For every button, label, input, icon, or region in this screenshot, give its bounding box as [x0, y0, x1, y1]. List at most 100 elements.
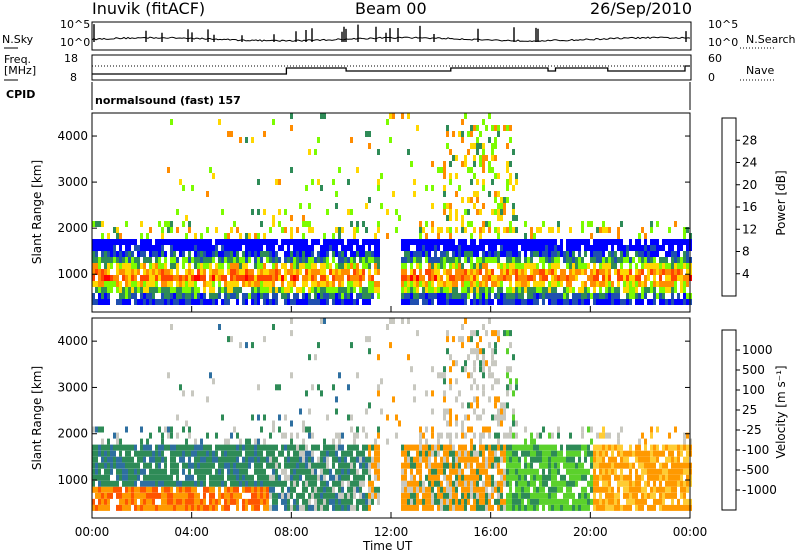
power-cell — [461, 245, 464, 251]
velocity-cell — [272, 450, 275, 457]
velocity-cell — [317, 486, 320, 493]
velocity-cell — [260, 450, 263, 457]
power-cell — [479, 155, 482, 161]
power-cell — [626, 251, 629, 257]
power-cell — [368, 281, 371, 287]
power-cell — [212, 293, 215, 299]
power-cell — [668, 227, 671, 233]
velocity-cell — [95, 504, 98, 511]
velocity-cell — [551, 468, 554, 475]
power-cell — [500, 209, 503, 215]
power-cell — [512, 185, 515, 191]
power-cell — [542, 251, 545, 257]
power-cell — [575, 257, 578, 263]
velocity-cell — [98, 462, 101, 469]
velocity-cell — [242, 486, 245, 493]
velocity-cell — [449, 414, 452, 421]
power-cell — [569, 251, 572, 257]
velocity-cell — [476, 330, 479, 337]
power-cell — [449, 275, 452, 281]
velocity-cell — [149, 450, 152, 457]
power-cell — [563, 269, 566, 275]
velocity-cell — [245, 480, 248, 487]
power-cell — [545, 269, 548, 275]
power-cell — [437, 239, 440, 245]
velocity-cell — [299, 444, 302, 451]
velocity-cell — [578, 456, 581, 463]
power-cell — [95, 269, 98, 275]
velocity-cell — [680, 480, 683, 487]
velocity-cell — [101, 444, 104, 451]
power-cell — [590, 269, 593, 275]
power-cell — [524, 269, 527, 275]
velocity-cell — [164, 504, 167, 511]
velocity-cell — [476, 348, 479, 355]
velocity-cell — [293, 486, 296, 493]
velocity-cell — [527, 480, 530, 487]
power-cell — [461, 131, 464, 137]
velocity-cell — [98, 450, 101, 457]
power-cell — [260, 251, 263, 257]
power-cell — [317, 251, 320, 257]
power-cell — [158, 299, 161, 305]
velocity-cell — [401, 492, 404, 499]
power-cell — [182, 245, 185, 251]
velocity-cell — [479, 336, 482, 343]
power-cell — [161, 269, 164, 275]
velocity-cell — [335, 456, 338, 463]
velocity-cell — [542, 480, 545, 487]
velocity-cell — [467, 414, 470, 421]
power-cell — [356, 299, 359, 305]
power-cell — [155, 239, 158, 245]
power-cell — [671, 293, 674, 299]
power-cell — [335, 263, 338, 269]
velocity-cell — [275, 462, 278, 469]
power-cell — [572, 257, 575, 263]
power-cell — [344, 269, 347, 275]
velocity-cell — [512, 468, 515, 475]
velocity-cell — [119, 438, 122, 445]
velocity-cell — [587, 498, 590, 505]
power-cell — [404, 299, 407, 305]
velocity-cell — [638, 480, 641, 487]
power-cell — [344, 245, 347, 251]
velocity-cell — [542, 504, 545, 511]
velocity-colorbar-tick-label: -500 — [742, 463, 769, 477]
power-cell — [440, 167, 443, 173]
power-cell — [194, 275, 197, 281]
velocity-cell — [125, 456, 128, 463]
power-cell — [437, 275, 440, 281]
power-cell — [509, 239, 512, 245]
power-cell — [419, 251, 422, 257]
power-cell — [152, 251, 155, 257]
power-cell — [515, 245, 518, 251]
velocity-cell — [290, 486, 293, 493]
power-cell — [320, 251, 323, 257]
power-cell — [92, 269, 95, 275]
velocity-cell — [116, 504, 119, 511]
velocity-cell — [482, 354, 485, 361]
power-cell — [149, 269, 152, 275]
power-cell — [515, 281, 518, 287]
velocity-cell — [311, 480, 314, 487]
velocity-cell — [494, 462, 497, 469]
velocity-cell — [443, 504, 446, 511]
velocity-cell — [509, 378, 512, 385]
power-cell — [518, 293, 521, 299]
power-cell — [362, 221, 365, 227]
velocity-cell — [440, 456, 443, 463]
power-cell — [506, 287, 509, 293]
power-cell — [467, 281, 470, 287]
velocity-cell — [656, 498, 659, 505]
velocity-cell — [680, 444, 683, 451]
power-cell — [557, 281, 560, 287]
power-cell — [362, 239, 365, 245]
power-cell — [194, 263, 197, 269]
power-cell — [341, 281, 344, 287]
power-cell — [488, 257, 491, 263]
power-cell — [356, 239, 359, 245]
power-cell — [449, 287, 452, 293]
power-cell — [668, 239, 671, 245]
velocity-cell — [182, 468, 185, 475]
velocity-cell — [608, 462, 611, 469]
